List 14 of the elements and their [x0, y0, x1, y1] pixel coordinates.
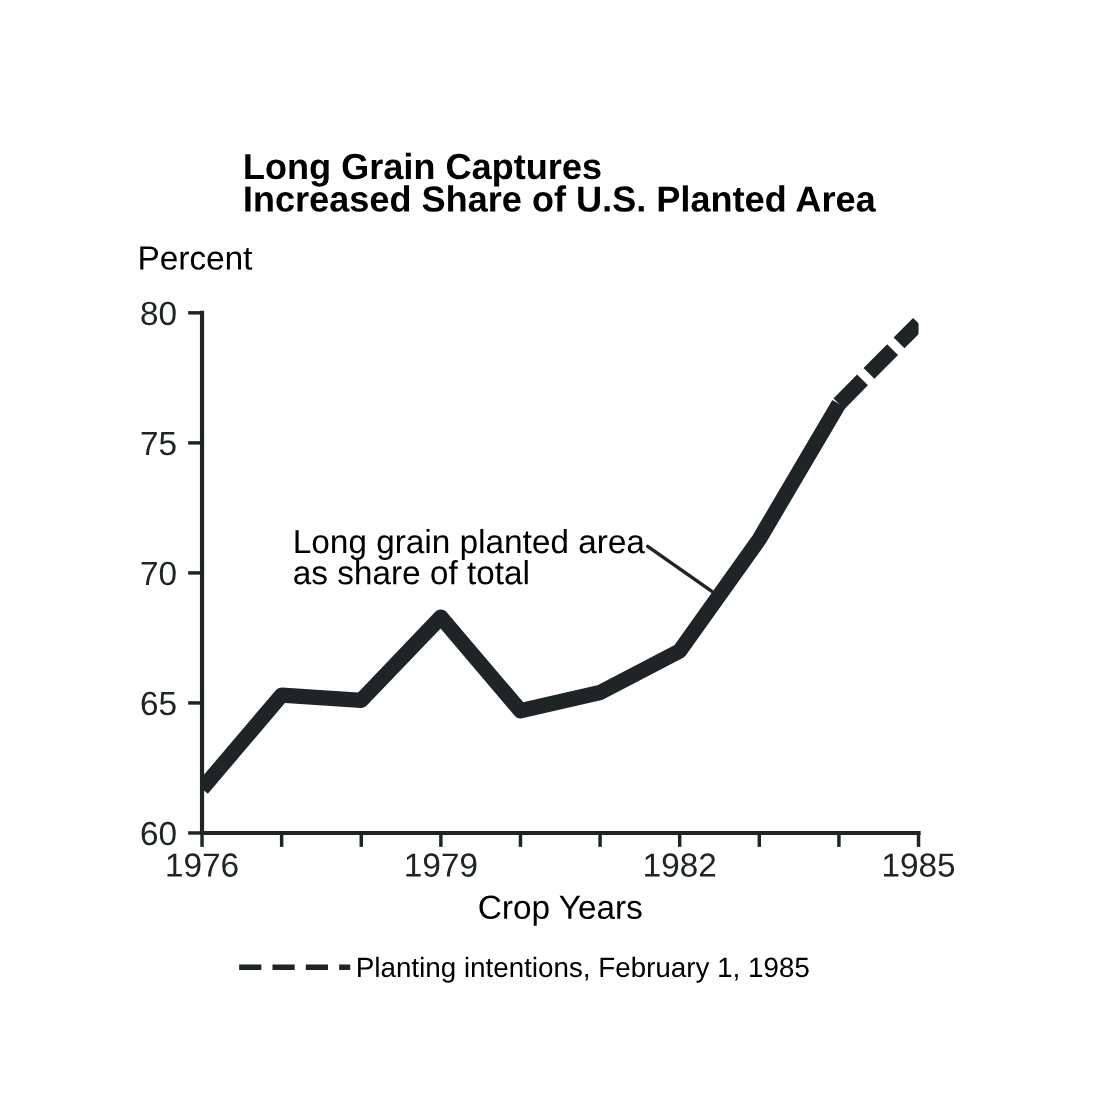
y-axis-title: Percent: [140, 246, 253, 270]
x-tick-label: 1979: [406, 853, 477, 877]
annotation: Long grain planted area as share of total: [294, 528, 645, 585]
y-tick-label: 70: [141, 561, 176, 586]
x-tick-label: 1976: [167, 853, 238, 877]
y-tick-label: 60: [141, 821, 176, 846]
x-tick-label: 1982: [645, 853, 716, 877]
legend-label: Planting intentions, February 1, 1985: [358, 956, 809, 983]
y-tick-label: 80: [141, 301, 176, 326]
x-tick-label: 1985: [884, 853, 955, 877]
y-tick-label: 65: [141, 691, 176, 716]
x-axis-title: Crop Years: [479, 895, 642, 926]
y-tick-label: 75: [141, 432, 176, 456]
chart-title: Long Grain Captures Increased Share of U.S. Planted Area: [245, 152, 876, 212]
